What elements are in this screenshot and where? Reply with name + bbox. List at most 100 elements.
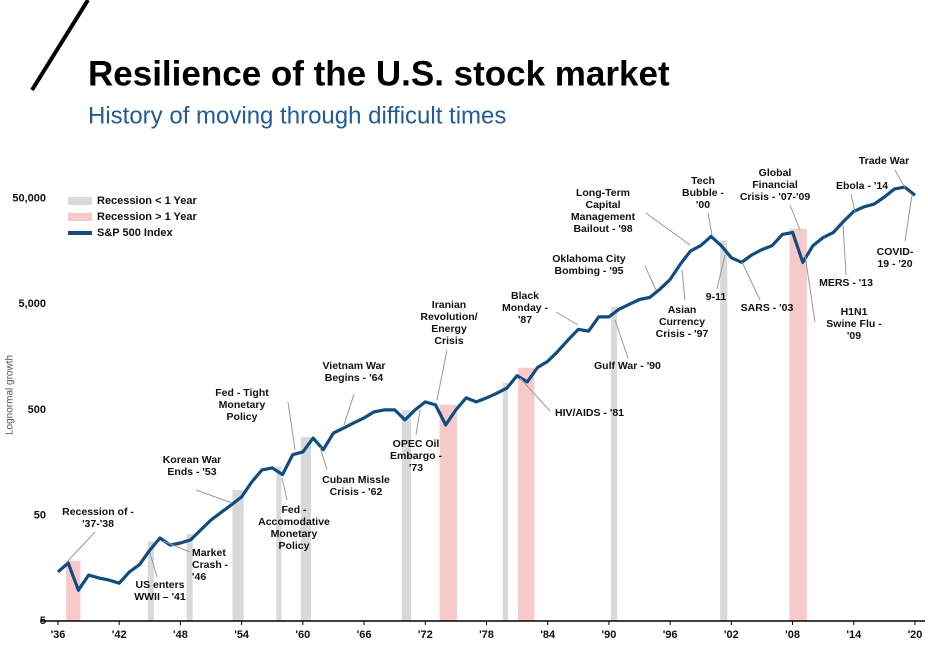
annotation: '46: [192, 571, 206, 583]
annotation: Korean War: [163, 454, 222, 466]
annotation-leader: [415, 409, 421, 436]
annotation: '87: [518, 314, 532, 326]
annotation: Fed - Tight: [215, 387, 269, 399]
annotation: 19 - '20: [877, 258, 912, 270]
annotation-leader: [804, 254, 816, 323]
annotation: 9-11: [706, 291, 727, 303]
x-tick-label: '36: [51, 629, 66, 641]
annotation: Currency: [659, 316, 705, 328]
annotation: Crisis - '07-'09: [740, 191, 811, 203]
annotation: Bailout - '98: [573, 223, 632, 235]
x-tick-label: '08: [785, 629, 800, 641]
x-tick-label: '54: [234, 629, 250, 641]
annotation-leader: [319, 446, 328, 471]
y-tick-label: 500: [28, 404, 46, 416]
chart-title: Resilience of the U.S. stock market: [88, 54, 670, 93]
annotation: Crisis - '62: [330, 486, 383, 498]
recession-band: [300, 436, 312, 621]
annotation: Policy: [279, 540, 310, 552]
annotation: Cuban Missle: [322, 474, 390, 486]
recession-band: [276, 466, 282, 621]
annotation: Financial: [752, 179, 798, 191]
annotation: Ebola - '14: [836, 180, 888, 192]
annotation: Monday -: [502, 302, 549, 314]
x-tick-label: '66: [357, 629, 372, 641]
annotation: COVID-: [877, 246, 914, 258]
annotation-leader: [904, 194, 913, 242]
annotation: Black: [511, 290, 539, 302]
y-tick-label: 50: [34, 509, 46, 521]
index-line: [56, 185, 916, 592]
x-tick-label: '02: [724, 629, 739, 641]
annotation-leader: [195, 489, 233, 504]
annotation-leader: [343, 393, 355, 426]
annotation: Crash -: [192, 559, 229, 571]
annotation-leader: [741, 261, 761, 301]
annotation: '37-'38: [82, 518, 114, 530]
annotation: Tech: [691, 175, 715, 187]
annotation: Policy: [227, 411, 258, 423]
annotation: '00: [696, 199, 710, 211]
annotation: Crisis: [434, 335, 463, 347]
annotation-leader: [850, 193, 856, 213]
x-tick-label: '48: [173, 629, 188, 641]
annotation-leader: [281, 477, 288, 501]
annotation: Ends - '53: [167, 466, 216, 478]
annotation: Accomodative: [258, 516, 330, 528]
annotation: Crisis - '97: [656, 328, 709, 340]
annotation-leader: [65, 531, 96, 564]
recession-band: [610, 306, 618, 621]
y-tick-label: 50,000: [12, 193, 46, 205]
decor-slash: [30, 0, 90, 92]
annotation: SARS - '03: [741, 302, 794, 314]
annotation: Gulf War - '90: [594, 360, 661, 372]
annotation: Iranian: [432, 299, 466, 311]
x-tick-label: '84: [540, 629, 556, 641]
annotation-leader: [645, 212, 691, 246]
annotation: '73: [409, 462, 423, 474]
annotation: Embargo -: [390, 450, 442, 462]
x-tick-label: '96: [663, 629, 678, 641]
recession-band: [720, 240, 728, 621]
chart-subtitle: History of moving through difficult time…: [88, 102, 506, 129]
recession-band: [401, 409, 412, 621]
annotation: Vietnam War: [322, 360, 385, 372]
x-tick-label: '14: [846, 629, 862, 641]
recession-band: [518, 367, 535, 621]
annotation-leader: [149, 552, 158, 578]
y-axis-label: Lognormal growth: [5, 355, 16, 435]
x-tick-label: '20: [908, 629, 923, 641]
x-tick-label: '42: [112, 629, 127, 641]
legend-label: S&P 500 Index: [97, 227, 173, 239]
annotation: Long-Term: [576, 187, 630, 199]
annotation-leader: [287, 401, 296, 451]
recession-band: [439, 404, 457, 621]
annotation: Recession of -: [62, 506, 134, 518]
annotation: MERS - '13: [819, 277, 873, 289]
annotation: Energy: [431, 323, 467, 335]
x-tick-label: '60: [295, 629, 310, 641]
annotation-leader: [555, 311, 579, 326]
annotation: Revolution/: [420, 311, 477, 323]
annotation: Trade War: [859, 155, 909, 167]
recession-band: [147, 541, 154, 621]
x-tick-label: '72: [418, 629, 433, 641]
annotation-leader: [716, 254, 726, 290]
annotation: Monetary: [271, 528, 318, 540]
x-tick-label: '90: [601, 629, 616, 641]
annotation: Begins - '64: [325, 372, 384, 384]
annotation: HIV/AIDS - '81: [555, 407, 624, 419]
y-tick-label: 5,000: [18, 298, 46, 310]
annotation-leader: [842, 224, 847, 276]
annotation: Capital: [585, 199, 620, 211]
annotation-leader: [436, 349, 448, 401]
annotation: Swine Flu -: [826, 318, 882, 330]
annotation: '09: [847, 330, 861, 342]
annotation: Fed -: [281, 504, 307, 516]
legend-swatch: [68, 197, 92, 205]
annotation-leader: [162, 540, 191, 553]
legend-label: Recession > 1 Year: [97, 211, 198, 223]
legend-label: Recession < 1 Year: [97, 195, 198, 207]
annotation: Asian: [668, 304, 697, 316]
